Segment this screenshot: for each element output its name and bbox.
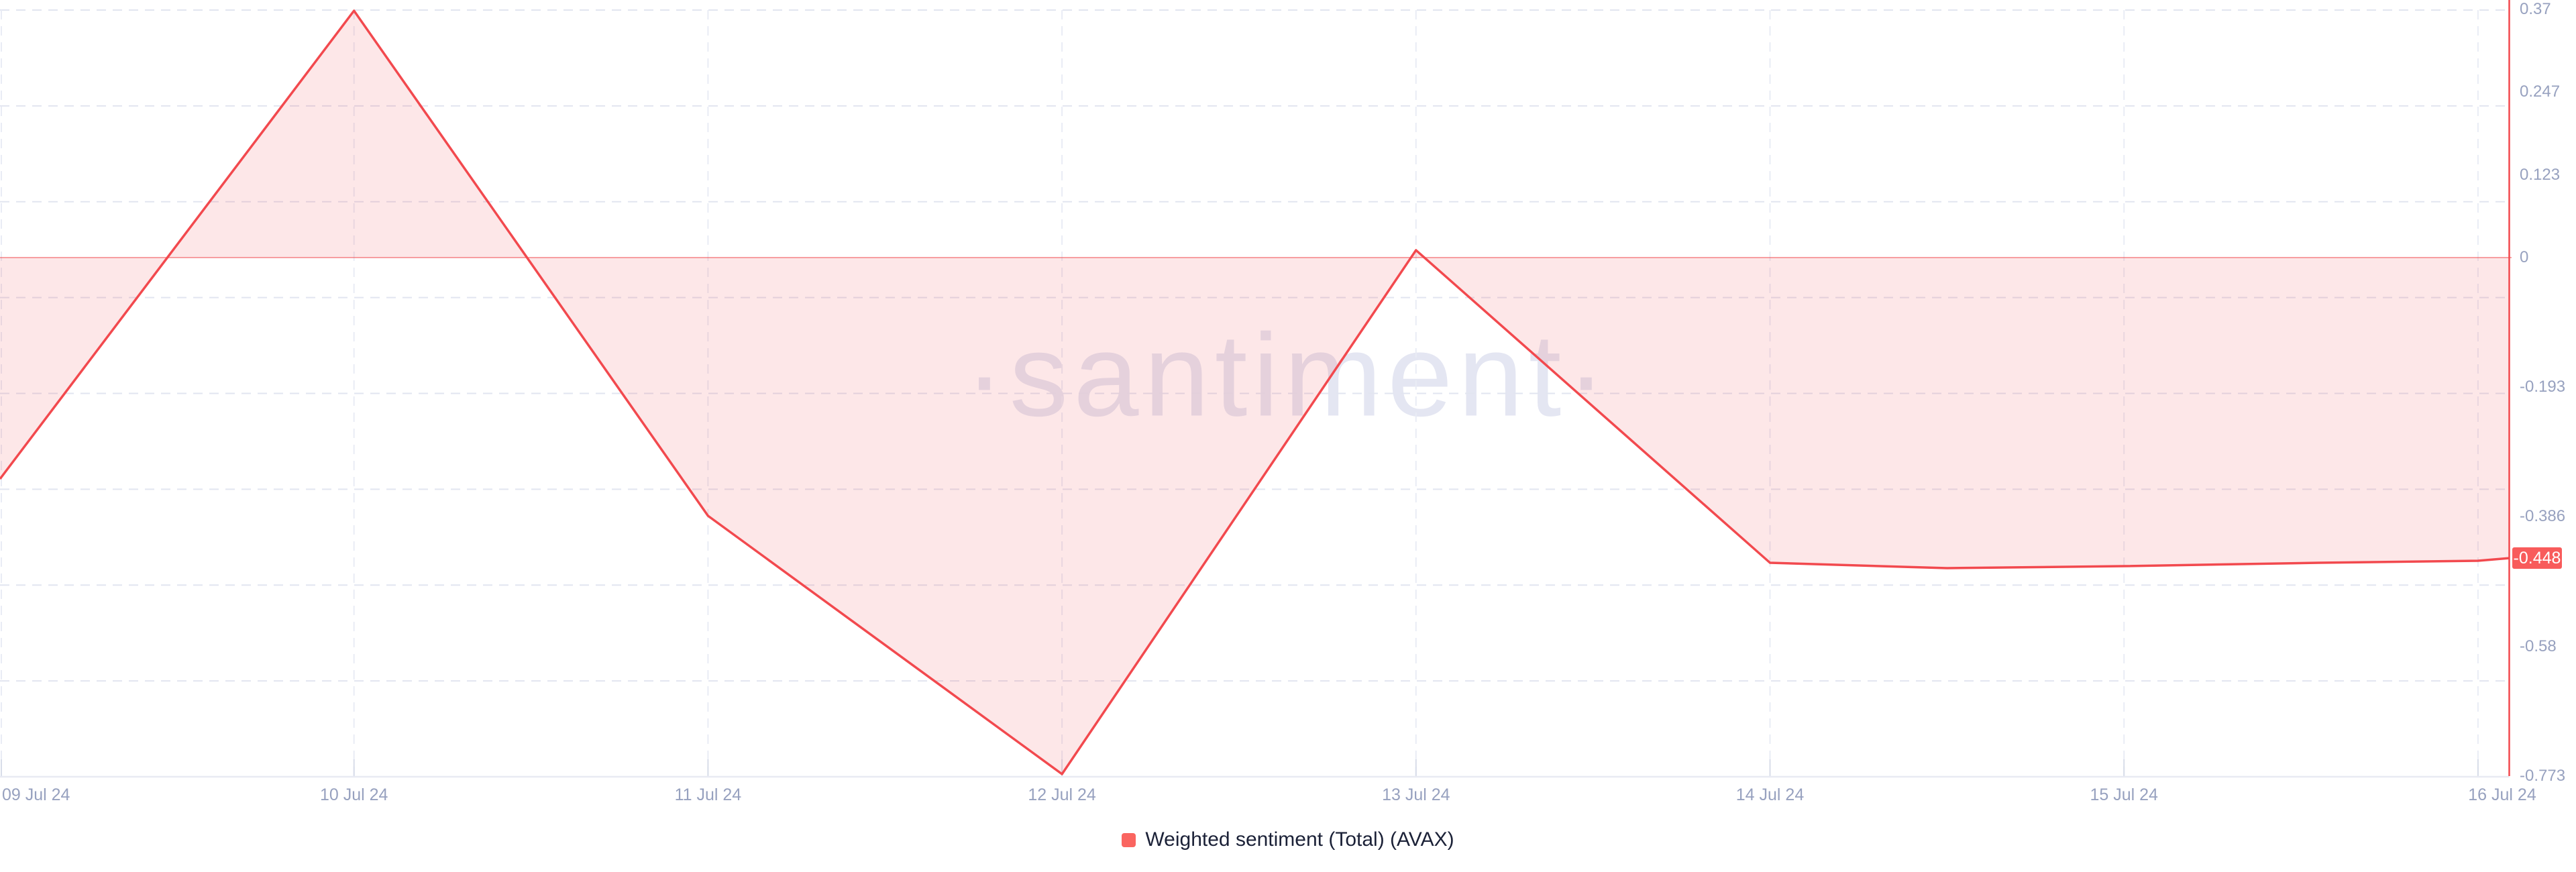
y-tick-label: 0.247 bbox=[2520, 83, 2561, 101]
area-fill bbox=[0, 11, 2510, 774]
x-tick-label: 10 Jul 24 bbox=[319, 785, 388, 804]
y-tick-label: 0 bbox=[2520, 248, 2529, 266]
y-tick-label: -0.58 bbox=[2520, 637, 2557, 655]
x-tick-label: 15 Jul 24 bbox=[2090, 785, 2158, 804]
legend-color-swatch bbox=[1122, 832, 1136, 847]
x-tick-label: 13 Jul 24 bbox=[1382, 785, 1450, 804]
x-tick-label: 16 Jul 24 bbox=[2468, 785, 2536, 804]
y-tick-label: 0.123 bbox=[2520, 166, 2561, 184]
current-value-badge: -0.448 bbox=[2512, 547, 2562, 569]
y-tick-label: -0.386 bbox=[2520, 507, 2566, 525]
x-tick-label: 12 Jul 24 bbox=[1028, 785, 1096, 804]
legend[interactable]: Weighted sentiment (Total) (AVAX) bbox=[0, 828, 2576, 852]
x-tick-label: 09 Jul 24 bbox=[2, 785, 70, 804]
x-axis-ticks bbox=[1, 759, 2479, 776]
y-tick-label: 0.37 bbox=[2520, 0, 2551, 18]
series-line bbox=[0, 9, 2510, 775]
x-tick-label: 14 Jul 24 bbox=[1735, 785, 1805, 804]
x-tick-label: 11 Jul 24 bbox=[674, 785, 742, 804]
y-tick-label: -0.193 bbox=[2520, 378, 2566, 396]
legend-label: Weighted sentiment (Total) (AVAX) bbox=[1145, 828, 1454, 851]
santiment-watermark: ·santiment· bbox=[965, 310, 1611, 441]
y-tick-label: -0.773 bbox=[2520, 767, 2566, 785]
